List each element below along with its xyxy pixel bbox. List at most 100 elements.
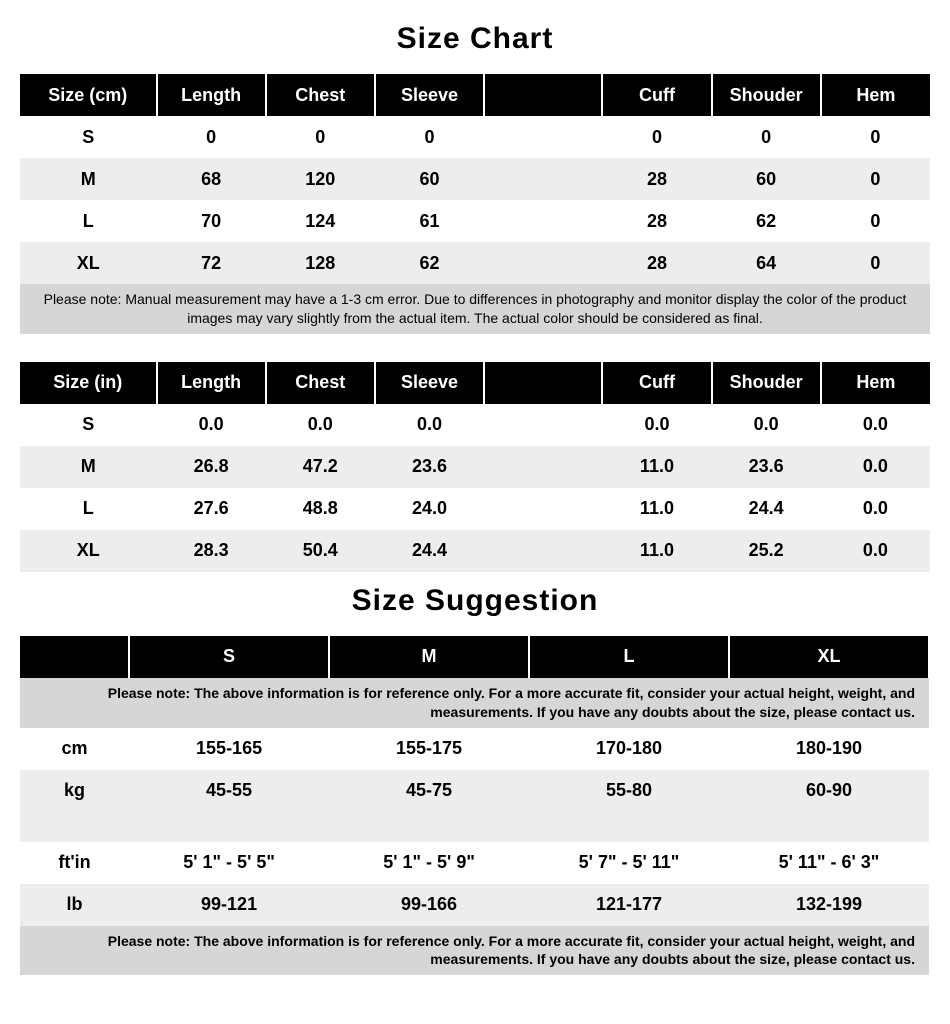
cell: 0.0 (821, 488, 930, 530)
cell: 0.0 (821, 530, 930, 572)
table-row: ft'in 5' 1" - 5' 5" 5' 1" - 5' 9" 5' 7" … (20, 842, 929, 884)
cell: 28.3 (157, 530, 266, 572)
col-chest: Chest (266, 74, 375, 116)
col-size: Size (in) (20, 362, 157, 404)
cell: 0 (712, 116, 821, 158)
size-suggestion-title: Size Suggestion (20, 584, 930, 618)
size-chart-title: Size Chart (20, 22, 930, 56)
note-row: Please note: The above information is fo… (20, 926, 929, 976)
size-table-in: Size (in) Length Chest Sleeve Cuff Shoud… (20, 362, 930, 572)
cell: 124 (266, 200, 375, 242)
col-s: S (129, 636, 329, 678)
cell: 68 (157, 158, 266, 200)
col-sleeve: Sleeve (375, 362, 484, 404)
cell: 0 (821, 242, 930, 284)
cell: 23.6 (375, 446, 484, 488)
cell: 11.0 (602, 446, 711, 488)
table-header-row: Size (in) Length Chest Sleeve Cuff Shoud… (20, 362, 930, 404)
cell: 170-180 (529, 728, 729, 770)
cell: 0.0 (266, 404, 375, 446)
table-row: L 27.6 48.8 24.0 11.0 24.4 0.0 (20, 488, 930, 530)
cell: kg (20, 770, 129, 812)
cell: M (20, 158, 157, 200)
cell: 60-90 (729, 770, 929, 812)
cell (484, 158, 602, 200)
cell: S (20, 116, 157, 158)
cell: 128 (266, 242, 375, 284)
col-xl: XL (729, 636, 929, 678)
cell: 120 (266, 158, 375, 200)
cell: 5' 7" - 5' 11" (529, 842, 729, 884)
cell: 5' 11" - 6' 3" (729, 842, 929, 884)
cell: 27.6 (157, 488, 266, 530)
note-text: Please note: The above information is fo… (20, 678, 929, 728)
col-length: Length (157, 74, 266, 116)
cell: 0 (266, 116, 375, 158)
col-cuff: Cuff (602, 74, 711, 116)
cell: 70 (157, 200, 266, 242)
cell: L (20, 488, 157, 530)
cell: ft'in (20, 842, 129, 884)
cell: 155-175 (329, 728, 529, 770)
cell: 28 (602, 242, 711, 284)
cell: XL (20, 530, 157, 572)
cell: 99-121 (129, 884, 329, 926)
cell: 0.0 (821, 404, 930, 446)
table-row: S 0 0 0 0 0 0 (20, 116, 930, 158)
cell: L (20, 200, 157, 242)
cell: 48.8 (266, 488, 375, 530)
cell: 0 (375, 116, 484, 158)
col-l: L (529, 636, 729, 678)
col-m: M (329, 636, 529, 678)
cell: 61 (375, 200, 484, 242)
col-hem: Hem (821, 74, 930, 116)
note-row: Please note: The above information is fo… (20, 678, 929, 728)
cell: 62 (712, 200, 821, 242)
cell: 26.8 (157, 446, 266, 488)
table-row: S 0.0 0.0 0.0 0.0 0.0 0.0 (20, 404, 930, 446)
cell (484, 530, 602, 572)
col-empty (484, 74, 602, 116)
cell: 64 (712, 242, 821, 284)
col-hem: Hem (821, 362, 930, 404)
cell: 50.4 (266, 530, 375, 572)
cell: 0.0 (157, 404, 266, 446)
cell: 0.0 (375, 404, 484, 446)
cell: 72 (157, 242, 266, 284)
table-row: M 26.8 47.2 23.6 11.0 23.6 0.0 (20, 446, 930, 488)
cell: S (20, 404, 157, 446)
cell: 99-166 (329, 884, 529, 926)
cell: 155-165 (129, 728, 329, 770)
cell: 132-199 (729, 884, 929, 926)
table-row: M 68 120 60 28 60 0 (20, 158, 930, 200)
cell: 121-177 (529, 884, 729, 926)
note-text: Please note: The above information is fo… (20, 926, 929, 976)
cell: 11.0 (602, 488, 711, 530)
cell: 24.4 (375, 530, 484, 572)
cell: 0.0 (712, 404, 821, 446)
col-sleeve: Sleeve (375, 74, 484, 116)
cell: 60 (712, 158, 821, 200)
cell: 28 (602, 200, 711, 242)
cell: 0.0 (602, 404, 711, 446)
cell: 0 (602, 116, 711, 158)
table-header-row: Size (cm) Length Chest Sleeve Cuff Shoud… (20, 74, 930, 116)
table-row: lb 99-121 99-166 121-177 132-199 (20, 884, 929, 926)
cell: 62 (375, 242, 484, 284)
cell: 5' 1" - 5' 9" (329, 842, 529, 884)
table-header-row: S M L XL (20, 636, 929, 678)
table-row: cm 155-165 155-175 170-180 180-190 (20, 728, 929, 770)
cell: 0 (821, 200, 930, 242)
col-shoulder: Shouder (712, 74, 821, 116)
cell: 60 (375, 158, 484, 200)
cell (484, 446, 602, 488)
cell: 24.4 (712, 488, 821, 530)
cell: XL (20, 242, 157, 284)
note-text: Please note: Manual measurement may have… (20, 284, 930, 334)
cell: 0.0 (821, 446, 930, 488)
cell (484, 242, 602, 284)
cell: 23.6 (712, 446, 821, 488)
cell: 28 (602, 158, 711, 200)
size-suggestion-table: Please note: The above information is fo… (20, 636, 930, 976)
col-size: Size (cm) (20, 74, 157, 116)
